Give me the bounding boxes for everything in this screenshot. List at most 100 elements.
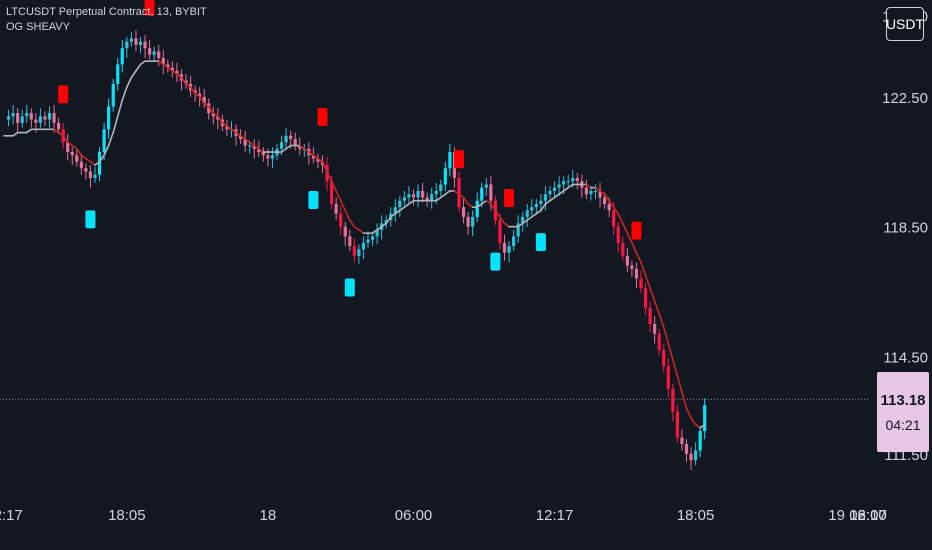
candle-body xyxy=(698,431,702,451)
ma-segment xyxy=(167,66,174,72)
ma-segment xyxy=(25,128,33,134)
x-axis-tick-label: 19 xyxy=(828,507,845,524)
candle-body xyxy=(416,190,420,198)
sell-signal-marker xyxy=(631,221,642,240)
candle-body xyxy=(93,174,97,178)
ma-segment xyxy=(57,131,64,137)
ma-segment xyxy=(198,96,205,105)
candle-body xyxy=(79,161,83,169)
candle-body xyxy=(630,265,634,269)
candle-body xyxy=(138,41,143,45)
candle-body xyxy=(575,177,579,182)
ma-segment xyxy=(644,274,651,290)
candle-body xyxy=(43,116,47,120)
candle-body xyxy=(566,181,570,183)
ma-segment xyxy=(480,199,488,205)
candle-body xyxy=(461,207,466,217)
ma-segment xyxy=(521,219,529,225)
candle-body xyxy=(11,113,15,117)
ma-segment xyxy=(217,115,224,124)
currency-unit-button[interactable]: USDT xyxy=(886,7,924,41)
ma-segment xyxy=(80,154,87,160)
candle-body xyxy=(243,139,247,146)
ma-segment xyxy=(244,138,251,144)
candle-body xyxy=(311,155,315,159)
ma-segment xyxy=(107,131,114,147)
ma-segment xyxy=(631,242,638,254)
candle-body xyxy=(170,67,174,71)
candle-body xyxy=(57,122,61,130)
candle-body xyxy=(402,197,406,201)
candle-body xyxy=(612,210,616,227)
candle-body xyxy=(107,106,111,130)
candle-body xyxy=(70,152,74,156)
x-axis-tick-label: 06:00 xyxy=(849,507,887,524)
ma-segment xyxy=(462,196,469,205)
ma-segment xyxy=(348,219,356,228)
x-axis-tick-label: 18:05 xyxy=(108,507,146,524)
ma-segment xyxy=(185,83,192,88)
ma-segment xyxy=(399,206,406,212)
ma-segment xyxy=(653,300,661,316)
candle-body xyxy=(248,145,252,147)
ma-segment xyxy=(139,60,146,66)
ma-segment xyxy=(408,199,415,205)
candle-body xyxy=(516,223,520,237)
ma-segment xyxy=(321,160,328,173)
ma-segment xyxy=(499,216,506,225)
candle-body xyxy=(443,168,447,185)
candle-body xyxy=(289,135,293,140)
candle-body xyxy=(521,216,525,224)
candle-body xyxy=(34,119,38,123)
candle-body xyxy=(657,333,661,350)
candle-body xyxy=(29,113,33,120)
ma-segment xyxy=(116,99,124,118)
candle-body xyxy=(202,96,206,104)
candle-body xyxy=(675,411,679,438)
ma-segment xyxy=(585,183,592,189)
ma-segment xyxy=(503,222,510,228)
ma-segment xyxy=(494,209,501,218)
candle-body xyxy=(639,278,643,289)
ma-segment xyxy=(617,212,624,225)
ma-segment xyxy=(672,358,679,377)
x-axis-tick-label: 06:00 xyxy=(395,507,433,524)
sell-signal-marker xyxy=(58,85,69,104)
ma-segment xyxy=(694,423,701,429)
candle-body xyxy=(198,93,202,97)
ma-segment xyxy=(635,251,642,264)
ma-segment xyxy=(626,232,633,244)
ma-segment xyxy=(517,222,524,228)
candle-body xyxy=(466,216,470,227)
ma-segment xyxy=(298,144,306,150)
candle-body xyxy=(671,388,675,412)
candle-body xyxy=(512,236,516,247)
ma-segment xyxy=(339,199,347,212)
candle-body xyxy=(6,116,11,120)
ma-segment xyxy=(380,222,388,228)
candle-body xyxy=(357,249,361,256)
ma-segment xyxy=(285,144,292,150)
ma-segment xyxy=(194,92,201,98)
bar-countdown: 04:21 xyxy=(885,417,921,433)
candle-body xyxy=(603,197,607,204)
x-axis-tick-label: 18:00 xyxy=(849,507,887,524)
ma-segment xyxy=(103,144,110,157)
ma-segment xyxy=(226,125,233,131)
candle-body xyxy=(157,51,161,58)
candle-body xyxy=(571,177,575,182)
candle-body xyxy=(125,41,129,49)
ma-segment xyxy=(62,134,69,144)
ma-segment xyxy=(121,86,128,101)
buy-signal-marker xyxy=(308,190,319,209)
candle-body xyxy=(625,255,629,266)
candle-body xyxy=(557,184,561,188)
symbol-title[interactable]: LTCUSDT Perpetual Contract, 13, BYBIT xyxy=(6,6,207,18)
ma-segment xyxy=(253,144,260,150)
ma-segment xyxy=(403,203,410,208)
ma-segment xyxy=(353,225,360,231)
ma-segment xyxy=(621,222,629,234)
indicator-label[interactable]: OG SHEAVY xyxy=(6,21,70,33)
